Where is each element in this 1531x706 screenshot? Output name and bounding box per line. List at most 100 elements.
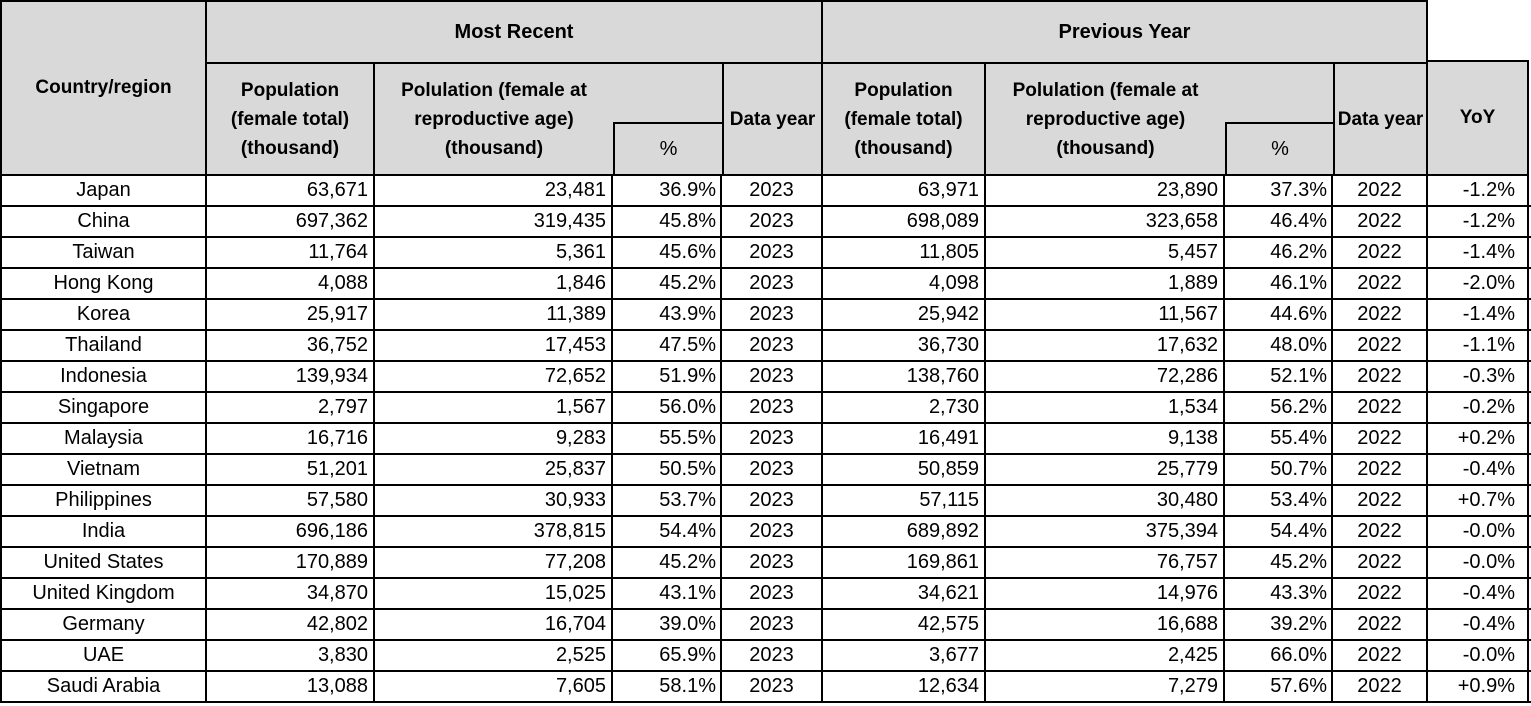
cell-mr-percent: 47.5% [613, 331, 722, 360]
cell-py-data-year: 2022 [1333, 207, 1428, 236]
cell-mr-population-reproductive: 15,025 [375, 579, 613, 608]
table-row: UAE 3,830 2,525 65.9% 2023 3,677 2,425 6… [0, 641, 1531, 672]
cell-py-percent: 46.1% [1225, 269, 1333, 298]
cell-mr-population-reproductive: 7,605 [375, 672, 613, 701]
cell-py-percent: 55.4% [1225, 424, 1333, 453]
cell-yoy: -1.4% [1428, 300, 1529, 329]
cell-mr-percent: 56.0% [613, 393, 722, 422]
cell-mr-population-reproductive: 2,525 [375, 641, 613, 670]
cell-mr-data-year: 2023 [722, 207, 823, 236]
col-header-mr-population-total: Population (female total) (thousand) [207, 64, 375, 174]
col-header-py-percent: % [1225, 122, 1333, 174]
cell-py-population-reproductive: 14,976 [986, 579, 1225, 608]
group-previous-year: Previous Year Population (female total) … [823, 0, 1428, 176]
cell-py-population-reproductive: 7,279 [986, 672, 1225, 701]
cell-mr-percent: 45.2% [613, 548, 722, 577]
cell-yoy: -1.1% [1428, 331, 1529, 360]
cell-py-population-total: 12,634 [823, 672, 986, 701]
cell-mr-population-reproductive: 5,361 [375, 238, 613, 267]
cell-mr-population-total: 696,186 [207, 517, 375, 546]
cell-py-population-total: 42,575 [823, 610, 986, 639]
cell-mr-population-reproductive: 9,283 [375, 424, 613, 453]
cell-py-data-year: 2022 [1333, 424, 1428, 453]
cell-mr-data-year: 2023 [722, 641, 823, 670]
cell-country: Taiwan [0, 238, 207, 267]
cell-country: China [0, 207, 207, 236]
cell-country: Saudi Arabia [0, 672, 207, 701]
cell-country: Japan [0, 176, 207, 205]
table-row: Korea 25,917 11,389 43.9% 2023 25,942 11… [0, 300, 1531, 331]
cell-py-data-year: 2022 [1333, 269, 1428, 298]
cell-mr-data-year: 2023 [722, 672, 823, 701]
table-row: Japan 63,671 23,481 36.9% 2023 63,971 23… [0, 176, 1531, 207]
cell-mr-percent: 55.5% [613, 424, 722, 453]
col-header-py-population-total: Population (female total) (thousand) [823, 64, 986, 174]
cell-py-data-year: 2022 [1333, 610, 1428, 639]
cell-mr-percent: 58.1% [613, 672, 722, 701]
cell-mr-data-year: 2023 [722, 238, 823, 267]
cell-mr-population-total: 16,716 [207, 424, 375, 453]
cell-mr-population-total: 170,889 [207, 548, 375, 577]
cell-py-data-year: 2022 [1333, 331, 1428, 360]
cell-country: UAE [0, 641, 207, 670]
cell-py-population-reproductive: 375,394 [986, 517, 1225, 546]
cell-py-population-total: 169,861 [823, 548, 986, 577]
col-header-py-percent-wrap: % [1225, 64, 1333, 174]
cell-country: Korea [0, 300, 207, 329]
cell-yoy: +0.9% [1428, 672, 1529, 701]
mr-percent-spacer [613, 64, 722, 122]
col-header-mr-population-reproductive: Polulation (female at reproductive age) … [401, 79, 587, 159]
cell-yoy: -1.2% [1428, 207, 1529, 236]
cell-py-population-reproductive: 23,890 [986, 176, 1225, 205]
cell-py-population-reproductive: 25,779 [986, 455, 1225, 484]
cell-py-population-total: 36,730 [823, 331, 986, 360]
cell-py-data-year: 2022 [1333, 672, 1428, 701]
cell-mr-data-year: 2023 [722, 393, 823, 422]
cell-py-population-total: 689,892 [823, 517, 986, 546]
table-row: India 696,186 378,815 54.4% 2023 689,892… [0, 517, 1531, 548]
cell-py-data-year: 2022 [1333, 455, 1428, 484]
cell-mr-percent: 45.6% [613, 238, 722, 267]
cell-country: Germany [0, 610, 207, 639]
cell-yoy: -0.4% [1428, 579, 1529, 608]
cell-mr-data-year: 2023 [722, 610, 823, 639]
cell-mr-percent: 50.5% [613, 455, 722, 484]
cell-py-population-total: 698,089 [823, 207, 986, 236]
cell-mr-population-reproductive: 16,704 [375, 610, 613, 639]
cell-yoy: -0.4% [1428, 610, 1529, 639]
py-percent-spacer [1225, 64, 1333, 122]
cell-py-data-year: 2022 [1333, 300, 1428, 329]
cell-py-population-total: 16,491 [823, 424, 986, 453]
cell-mr-percent: 51.9% [613, 362, 722, 391]
cell-py-population-reproductive: 1,534 [986, 393, 1225, 422]
cell-py-population-reproductive: 11,567 [986, 300, 1225, 329]
cell-mr-population-reproductive: 11,389 [375, 300, 613, 329]
cell-yoy: -0.4% [1428, 455, 1529, 484]
cell-py-percent: 44.6% [1225, 300, 1333, 329]
group-subheader-previous-year: Population (female total) (thousand) Pol… [823, 64, 1426, 174]
group-header-most-recent: Most Recent [207, 2, 821, 64]
cell-mr-percent: 54.4% [613, 517, 722, 546]
table-row: Hong Kong 4,088 1,846 45.2% 2023 4,098 1… [0, 269, 1531, 300]
cell-py-population-reproductive: 30,480 [986, 486, 1225, 515]
cell-py-population-total: 3,677 [823, 641, 986, 670]
cell-yoy: -0.0% [1428, 548, 1529, 577]
cell-mr-data-year: 2023 [722, 579, 823, 608]
table-header: Country/region Most Recent Population (f… [0, 0, 1531, 176]
cell-py-data-year: 2022 [1333, 393, 1428, 422]
cell-mr-percent: 65.9% [613, 641, 722, 670]
cell-mr-population-reproductive: 378,815 [375, 517, 613, 546]
cell-yoy: -0.3% [1428, 362, 1529, 391]
cell-country: Singapore [0, 393, 207, 422]
cell-country: Thailand [0, 331, 207, 360]
cell-country: Philippines [0, 486, 207, 515]
table-row: Saudi Arabia 13,088 7,605 58.1% 2023 12,… [0, 672, 1531, 703]
cell-mr-percent: 45.2% [613, 269, 722, 298]
cell-py-percent: 66.0% [1225, 641, 1333, 670]
cell-py-population-reproductive: 76,757 [986, 548, 1225, 577]
cell-py-population-total: 2,730 [823, 393, 986, 422]
yoy-header-spacer [1428, 0, 1529, 60]
cell-py-population-total: 138,760 [823, 362, 986, 391]
cell-yoy: +0.7% [1428, 486, 1529, 515]
cell-mr-data-year: 2023 [722, 517, 823, 546]
